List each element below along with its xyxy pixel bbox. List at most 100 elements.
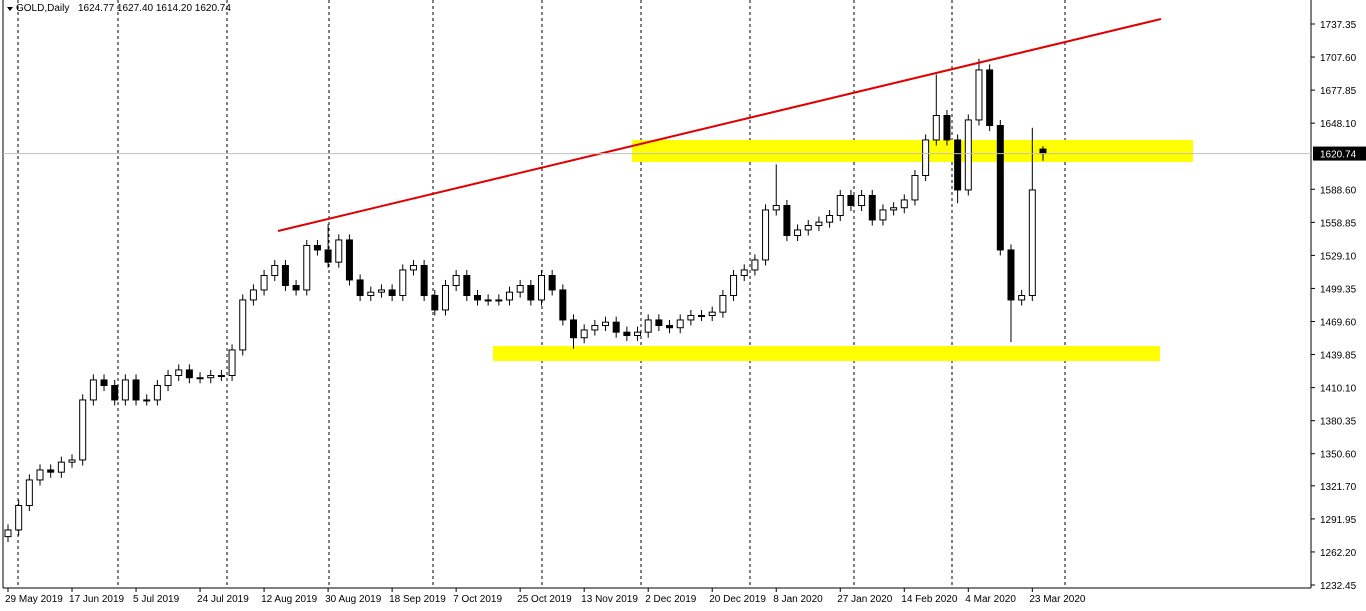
candle-body [794,229,802,236]
candle-body [100,379,108,387]
candle-body [25,479,33,507]
x-tick-label: 30 Aug 2019 [325,594,382,605]
candle-body [826,215,834,223]
candle-body [335,239,343,263]
candle-body [964,119,972,191]
candle-body [815,221,823,227]
candle-body [655,319,663,327]
candle-body [762,209,770,261]
candle-body [217,375,225,377]
candle-body [431,295,439,311]
candle-body [228,349,236,377]
x-tick-label: 29 May 2019 [5,594,63,605]
y-tick-label: 1588.60 [1320,185,1357,196]
candle-body [377,289,385,293]
candle-body [730,275,738,296]
candle-body [1028,189,1036,296]
candle-body [954,139,962,191]
x-tick-label: 13 Nov 2019 [581,594,638,605]
candle-body [1039,148,1047,155]
candle-body [868,195,876,221]
candle-body [783,205,791,236]
candle-body [570,319,578,339]
candle-body [900,199,908,209]
y-tick-label: 1529.10 [1320,251,1357,262]
x-tick-label: 27 Jan 2020 [837,594,892,605]
candle-body [740,269,748,277]
candle-body [1018,295,1026,301]
candle-body [4,529,12,538]
candle-body [89,379,97,401]
candle-body [548,275,556,291]
candle-body [772,205,780,211]
candle-body [996,125,1004,251]
candle-body [634,331,642,336]
candle-body [676,319,684,329]
x-tick-label: 2 Dec 2019 [645,594,697,605]
y-tick-label: 1291.95 [1320,515,1357,526]
candle-body [559,289,567,321]
candle-body [484,299,492,302]
x-tick-label: 23 Mar 2020 [1029,594,1086,605]
candle-body [836,195,844,216]
candle-body [505,291,513,301]
candle-body [527,285,535,301]
candle-body [890,207,898,211]
candle-body [121,379,129,401]
candle-body [164,375,172,386]
candle-body [495,299,503,302]
candle-body [313,245,321,251]
candle-body [644,319,652,333]
candle-body [602,321,610,326]
candle-body [324,249,332,263]
candle-body [185,369,193,379]
x-tick-label: 12 Aug 2019 [261,594,318,605]
candle-body [911,175,919,201]
y-tick-label: 1262.20 [1320,548,1357,559]
y-tick-label: 1499.35 [1320,284,1357,295]
candle-body [986,69,994,126]
y-tick-label: 1410.10 [1320,384,1357,395]
candle-body [281,265,289,286]
candle-body [441,285,449,311]
y-tick-label: 1232.45 [1320,581,1357,592]
candle-body [153,385,161,401]
candle-body [847,195,855,206]
candle-body [47,469,55,473]
candle-body [698,315,706,317]
candle-body [943,115,951,141]
x-tick-label: 14 Feb 2020 [901,594,958,605]
y-tick-label: 1380.35 [1320,417,1357,428]
ohlc-values: 1624.77 1627.40 1614.20 1620.74 [78,3,231,14]
candle-body [15,505,23,531]
candle-body [132,379,140,401]
candle-body [666,325,674,329]
candle-body [239,299,247,351]
candle-body [751,259,759,271]
candle-body [36,469,44,481]
support-zone [493,346,1160,361]
candle-body [580,329,588,339]
menu-arrow[interactable] [7,7,13,11]
candle-body [345,239,353,281]
candle-body [388,289,396,297]
candle-body [207,375,215,379]
candle-body [804,225,812,231]
candle-body [623,331,631,336]
resistance-zone [632,140,1193,162]
current-price-box [1313,146,1366,161]
trend-line [277,18,1162,232]
x-tick-label: 20 Dec 2019 [709,594,766,605]
candle-body [409,265,417,271]
candle-body [420,265,428,296]
candle-body [538,275,545,301]
x-tick-label: 17 Jun 2019 [69,594,124,605]
candle-body [57,461,65,473]
y-tick-label: 1677.85 [1320,86,1357,97]
x-tick-label: 18 Sep 2019 [389,594,446,605]
current-price-label: 1620.74 [1320,150,1357,161]
candle-body [922,139,930,176]
x-tick-label: 7 Oct 2019 [453,594,502,605]
candle-body [249,289,257,301]
